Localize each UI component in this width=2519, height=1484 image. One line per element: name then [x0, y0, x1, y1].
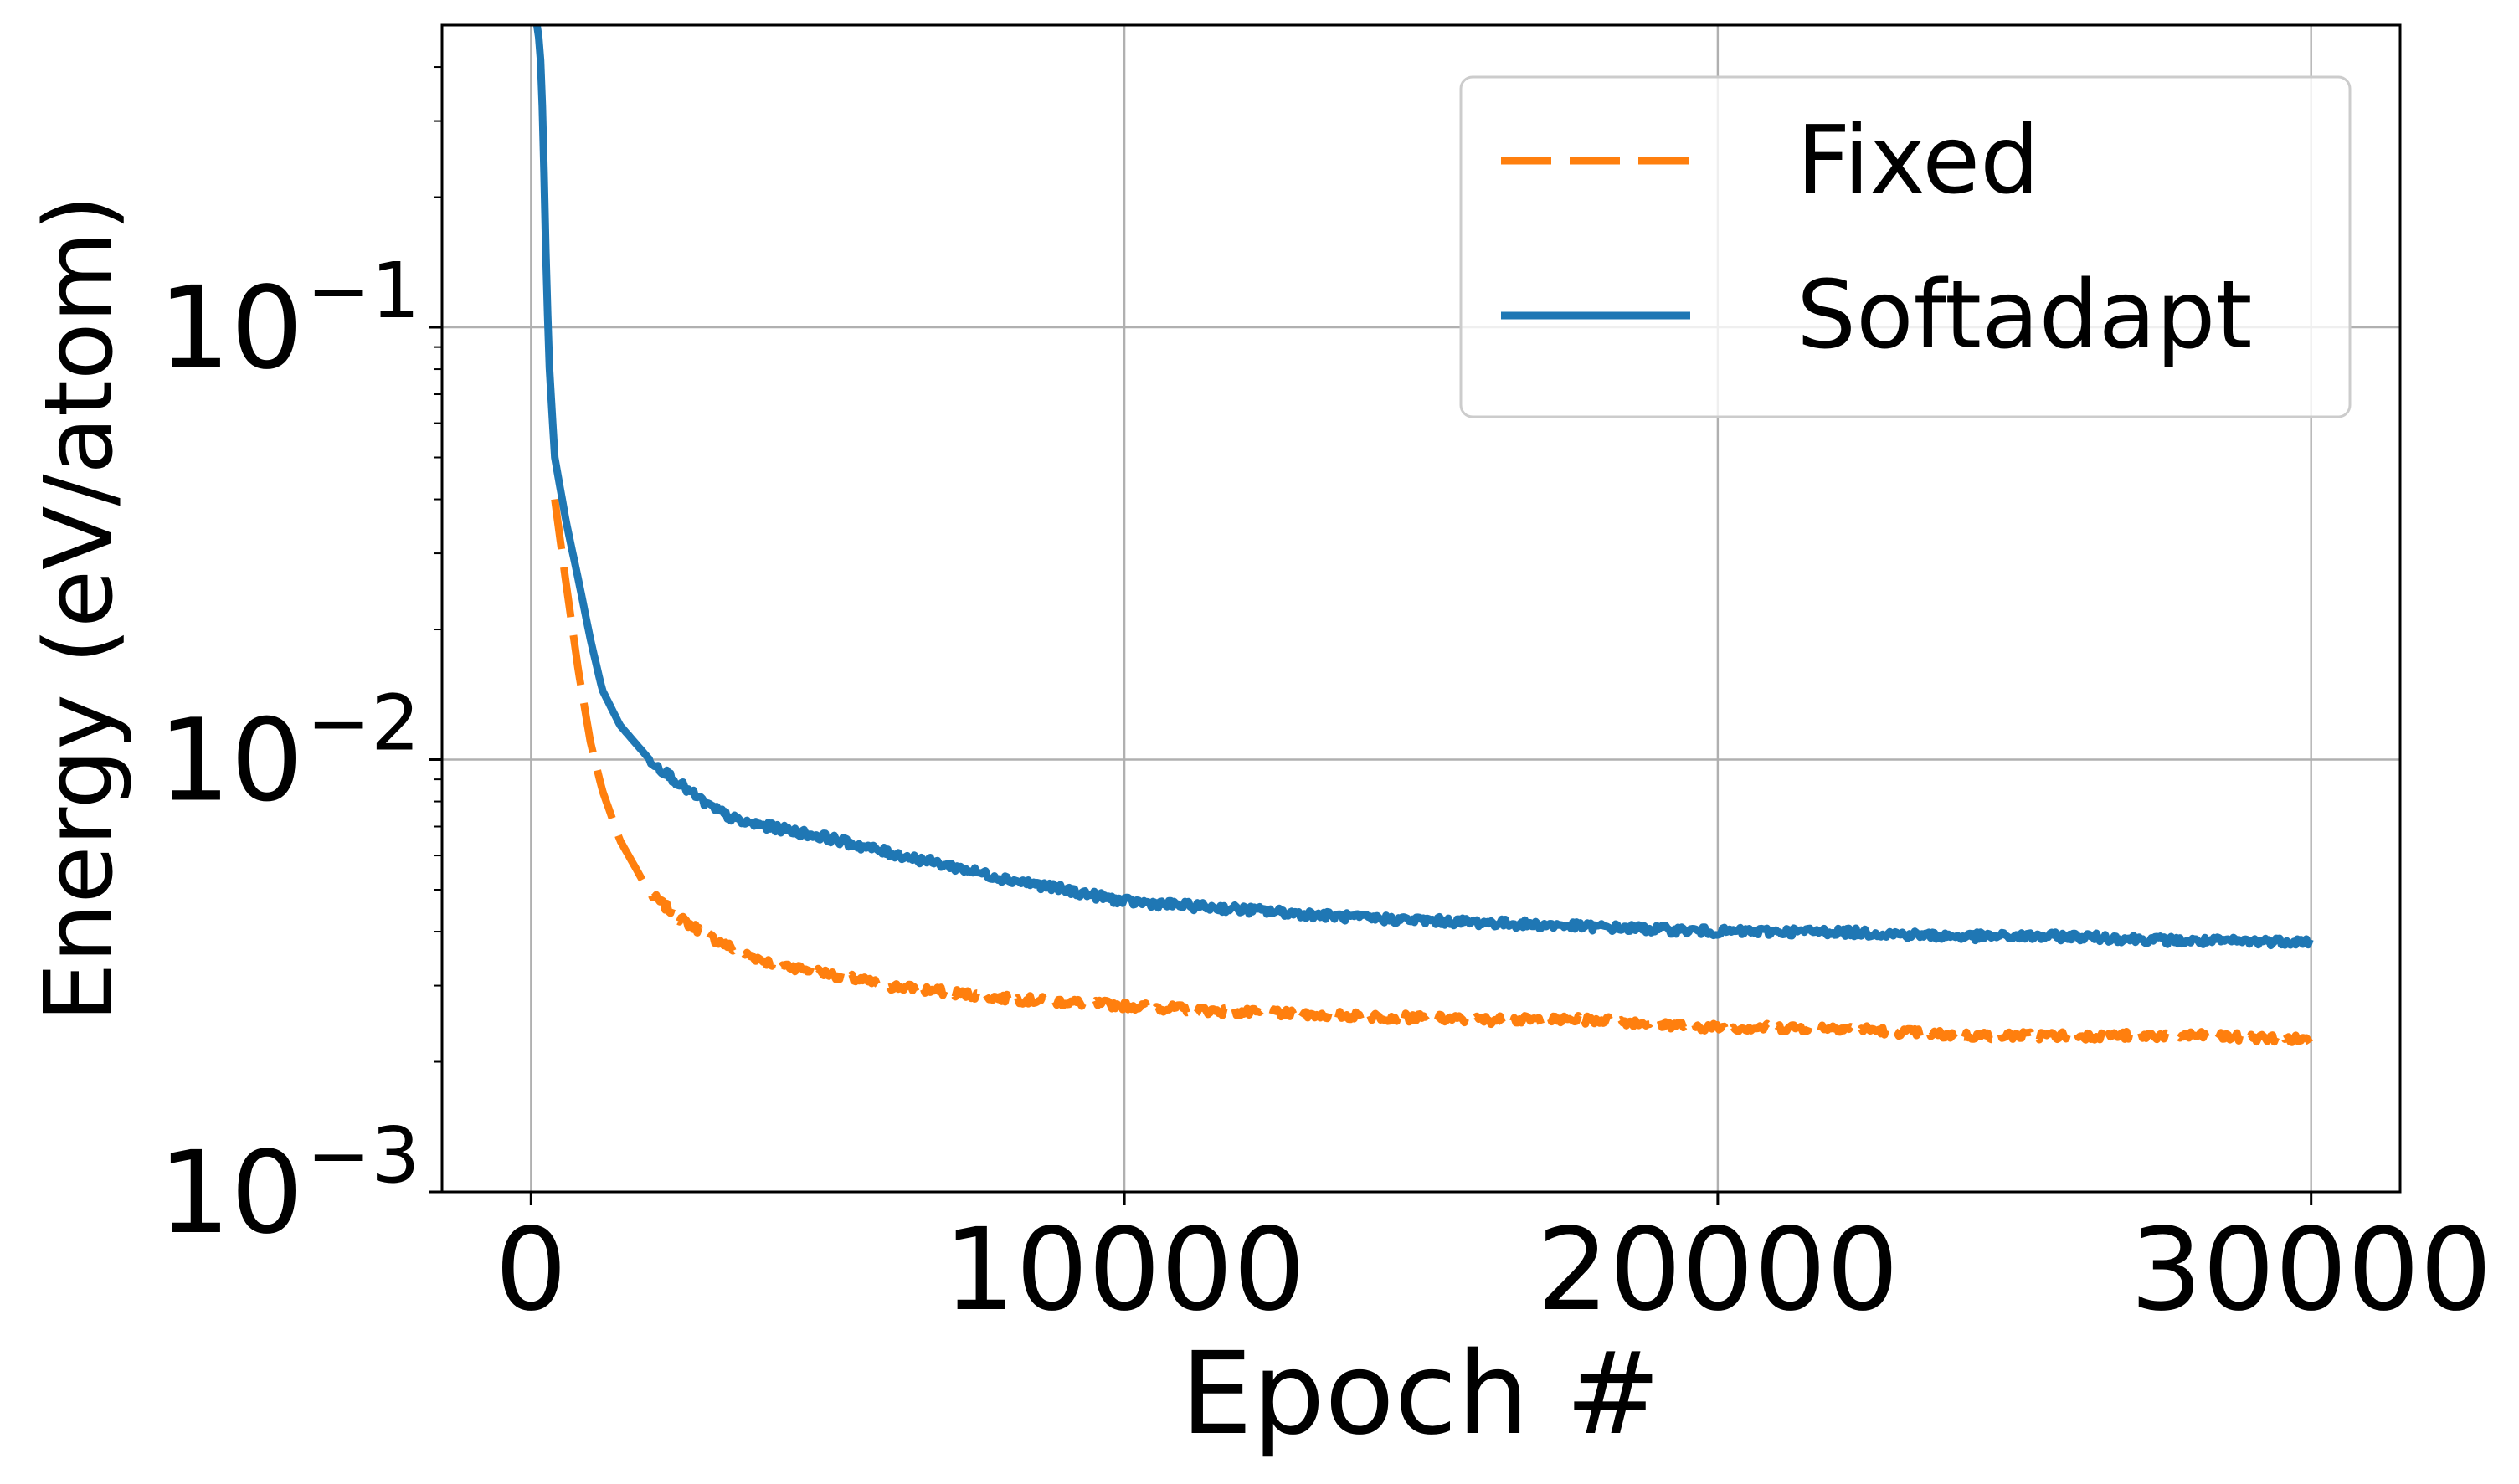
x-tick-label: 0 — [495, 1204, 568, 1337]
legend: Fixed Softadapt — [1459, 75, 2352, 418]
y-tick-label: 10 — [158, 1127, 303, 1260]
legend-label-fixed: Fixed — [1797, 106, 2039, 215]
legend-label-softadapt: Softadapt — [1797, 261, 2252, 370]
y-axis-ticks: 10−110−210−3 — [158, 66, 442, 1260]
y-tick-exponent: −3 — [306, 1111, 420, 1200]
y-tick-exponent: −1 — [306, 246, 420, 336]
y-tick-label: 10 — [158, 696, 303, 828]
x-tick-label: 20000 — [1537, 1204, 1900, 1337]
plot-frame — [440, 23, 2402, 1194]
x-tick-label: 30000 — [2130, 1204, 2492, 1337]
series-line-fixed — [551, 498, 2314, 1046]
y-tick-label: 10 — [158, 263, 303, 395]
series-lines — [532, 25, 2314, 1046]
series-line-softadapt — [532, 25, 2314, 950]
x-axis-ticks: 0 10000 20000 30000 — [495, 1192, 2492, 1337]
y-tick-exponent: −2 — [306, 679, 420, 768]
y-axis-label: Energy (eV/atom) — [25, 195, 134, 1023]
x-tick-label: 10000 — [943, 1204, 1306, 1337]
x-axis-label: Epoch # — [1180, 1328, 1661, 1461]
